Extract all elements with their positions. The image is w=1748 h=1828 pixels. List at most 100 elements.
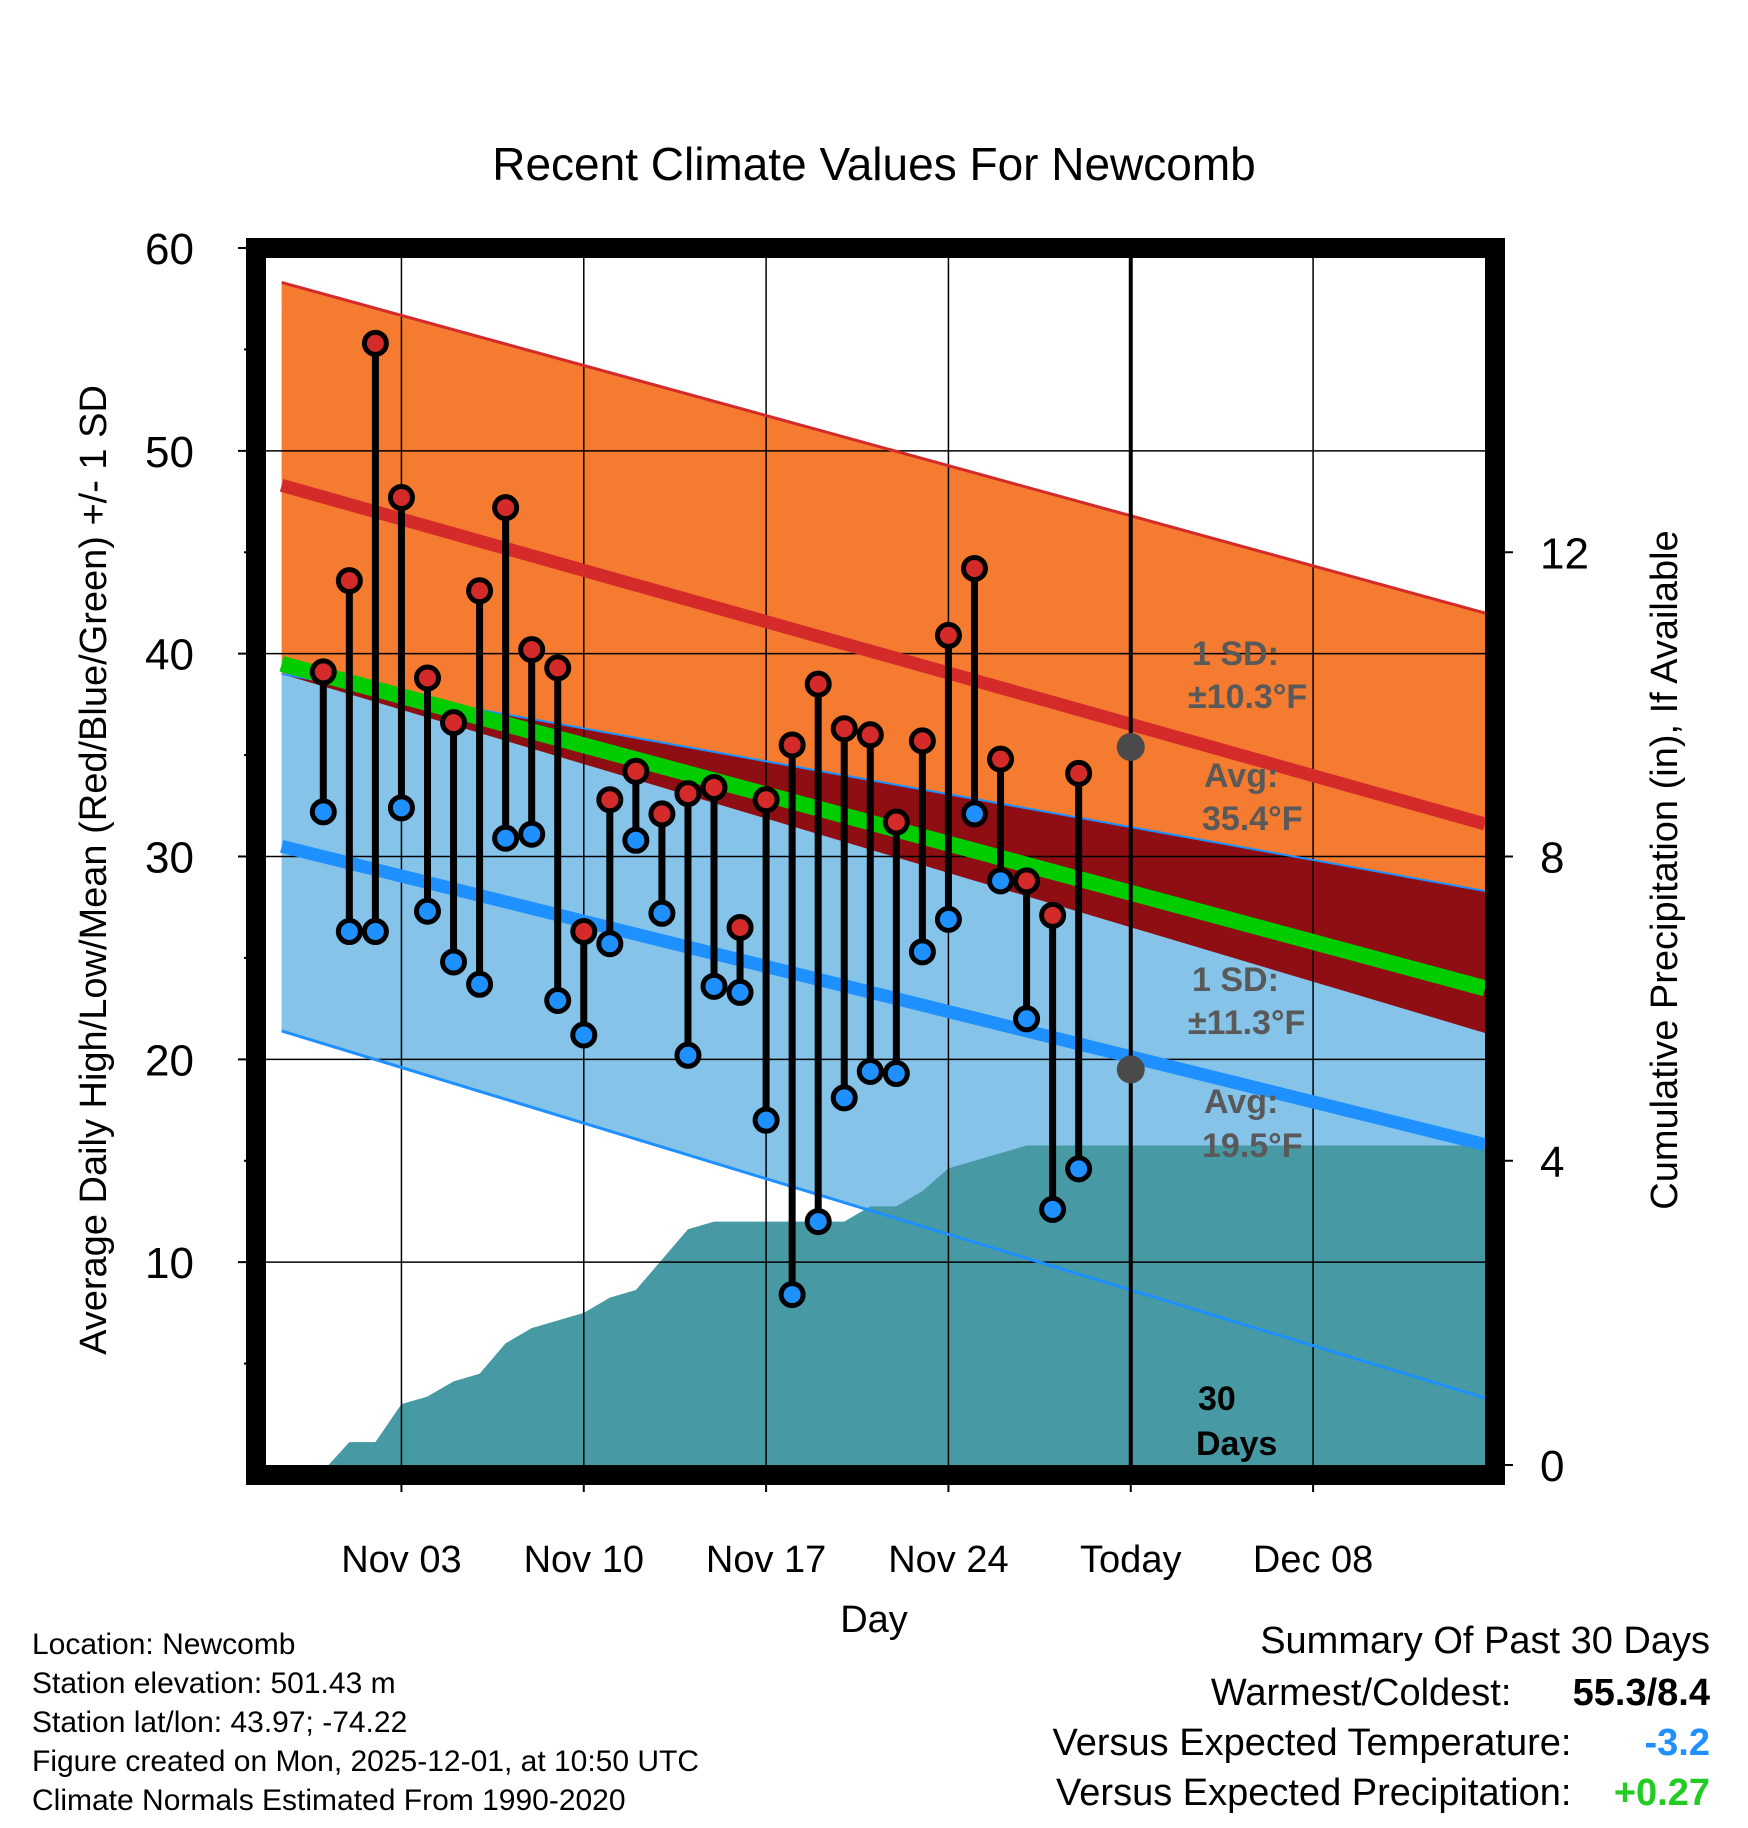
daily-high-point	[570, 918, 598, 946]
summary-precip: Versus Expected Precipitation: +0.27	[1056, 1772, 1710, 1815]
y-tick-label: 10	[145, 1239, 194, 1288]
high-sd-value: ±10.3°F	[1188, 678, 1307, 716]
daily-low-point	[960, 800, 988, 828]
summary-warmest: Warmest/Coldest: 55.3/8.4	[1211, 1672, 1710, 1715]
daily-high-point	[830, 715, 858, 743]
x-tick-label: Nov 17	[706, 1539, 826, 1581]
high-avg-label: Avg:	[1204, 757, 1278, 795]
daily-high-point	[856, 721, 884, 749]
high-upper-line	[281, 281, 1485, 615]
warmest-value: 55.3/8.4	[1572, 1672, 1710, 1714]
today-low-avg-marker	[1116, 1055, 1145, 1084]
daily-high-point	[1039, 901, 1067, 929]
low-sd-label: 1 SD:	[1192, 961, 1279, 999]
x-tick-label: Today	[1080, 1539, 1181, 1581]
latlon-text: Station lat/lon: 43.97; -74.22	[32, 1706, 408, 1739]
normal-bands	[266, 282, 1485, 1465]
days-word: Days	[1196, 1425, 1277, 1463]
days-count: 30	[1198, 1380, 1236, 1418]
annotations: 1 SD: ±10.3°F Avg: 35.4°F 1 SD: ±11.3°F …	[1188, 635, 1307, 1463]
daily-low-point	[570, 1021, 598, 1049]
warmest-label: Warmest/Coldest:	[1210, 1672, 1512, 1714]
daily-low-point	[987, 867, 1015, 895]
y2-tick-label: 0	[1540, 1442, 1564, 1491]
daily-low-point	[700, 972, 728, 1000]
precip-label: Versus Expected Precipitation:	[1056, 1772, 1572, 1814]
daily-high-point	[648, 800, 676, 828]
daily-low-point	[674, 1041, 702, 1069]
daily-high-point	[700, 774, 728, 802]
y-axis-label: Average Daily High/Low/Mean (Red/Blue/Gr…	[73, 385, 115, 1355]
y-tick-label: 50	[145, 428, 194, 477]
daily-low-point	[387, 794, 415, 822]
daily-high-point	[1065, 759, 1093, 787]
daily-high-point	[413, 664, 441, 692]
daily-low-point	[309, 798, 337, 826]
x-tick-label: Nov 10	[524, 1539, 644, 1581]
daily-high-point	[544, 654, 572, 682]
daily-low-point	[1065, 1155, 1093, 1183]
summary-title: Summary Of Past 30 Days	[1260, 1620, 1710, 1662]
overlap-band	[281, 673, 1485, 1033]
daily-low-point	[830, 1084, 858, 1112]
daily-low-point	[648, 899, 676, 927]
high-avg-value: 35.4°F	[1202, 800, 1303, 838]
normals-text: Climate Normals Estimated From 1990-2020	[32, 1784, 626, 1817]
daily-observations	[309, 329, 1145, 1309]
precip-versus-value: +0.27	[1613, 1772, 1710, 1814]
summary-temp: Versus Expected Temperature: -3.2	[1053, 1722, 1710, 1765]
daily-low-point	[908, 938, 936, 966]
daily-low-point	[361, 918, 389, 946]
axes: 10 20 30 40 50 60 0 4 8 12 Nov 03 Nov 10 Nov 17 Nov 2…	[145, 225, 1589, 1581]
y-tick-label: 60	[145, 225, 194, 274]
x-axis-label: Day	[840, 1599, 908, 1641]
daily-high-point	[387, 483, 415, 511]
low-lower-line	[281, 1029, 1485, 1400]
daily-low-point	[882, 1060, 910, 1088]
grid-lines	[266, 248, 1485, 1465]
daily-low-point	[1039, 1195, 1067, 1223]
location-text: Location: Newcomb	[32, 1628, 296, 1661]
daily-low-point	[544, 987, 572, 1015]
daily-low-point	[413, 897, 441, 925]
y2-tick-label: 12	[1540, 529, 1589, 578]
today-high-avg-marker	[1116, 732, 1145, 761]
daily-high-point	[596, 786, 624, 814]
daily-high-point	[726, 913, 754, 941]
elevation-text: Station elevation: 501.43 m	[32, 1667, 396, 1700]
daily-low-point	[492, 824, 520, 852]
daily-high-point	[960, 554, 988, 582]
daily-low-point	[934, 905, 962, 933]
daily-high-point	[674, 780, 702, 808]
x-tick-label: Nov 03	[341, 1539, 461, 1581]
y-tick-label: 40	[145, 631, 194, 680]
daily-high-point	[752, 786, 780, 814]
daily-high-point	[309, 658, 337, 686]
plot-frame	[246, 238, 1505, 1485]
daily-high-point	[908, 727, 936, 755]
y2-axis-label: Cumulative Precipitation (in), If Availa…	[1644, 530, 1686, 1209]
x-tick-label: Nov 24	[888, 1539, 1008, 1581]
daily-low-point	[778, 1281, 806, 1309]
daily-low-point	[596, 930, 624, 958]
daily-low-point	[466, 970, 494, 998]
daily-low-point	[726, 978, 754, 1006]
high-sd-label: 1 SD:	[1192, 635, 1279, 673]
y-tick-label: 20	[145, 1036, 194, 1085]
low-sd-value: ±11.3°F	[1188, 1004, 1305, 1042]
daily-high-point	[466, 577, 494, 605]
daily-high-point	[778, 731, 806, 759]
x-tick-label: Dec 08	[1253, 1539, 1373, 1581]
y2-tick-label: 8	[1540, 834, 1564, 883]
daily-high-point	[882, 808, 910, 836]
daily-high-point	[804, 670, 832, 698]
daily-low-point	[856, 1058, 884, 1086]
daily-low-point	[518, 820, 546, 848]
daily-high-point	[335, 567, 363, 595]
temp-versus-value: -3.2	[1644, 1722, 1710, 1764]
temp-label: Versus Expected Temperature:	[1052, 1722, 1572, 1764]
daily-high-point	[518, 636, 546, 664]
low-avg-value: 19.5°F	[1202, 1127, 1303, 1165]
daily-high-point	[492, 494, 520, 522]
